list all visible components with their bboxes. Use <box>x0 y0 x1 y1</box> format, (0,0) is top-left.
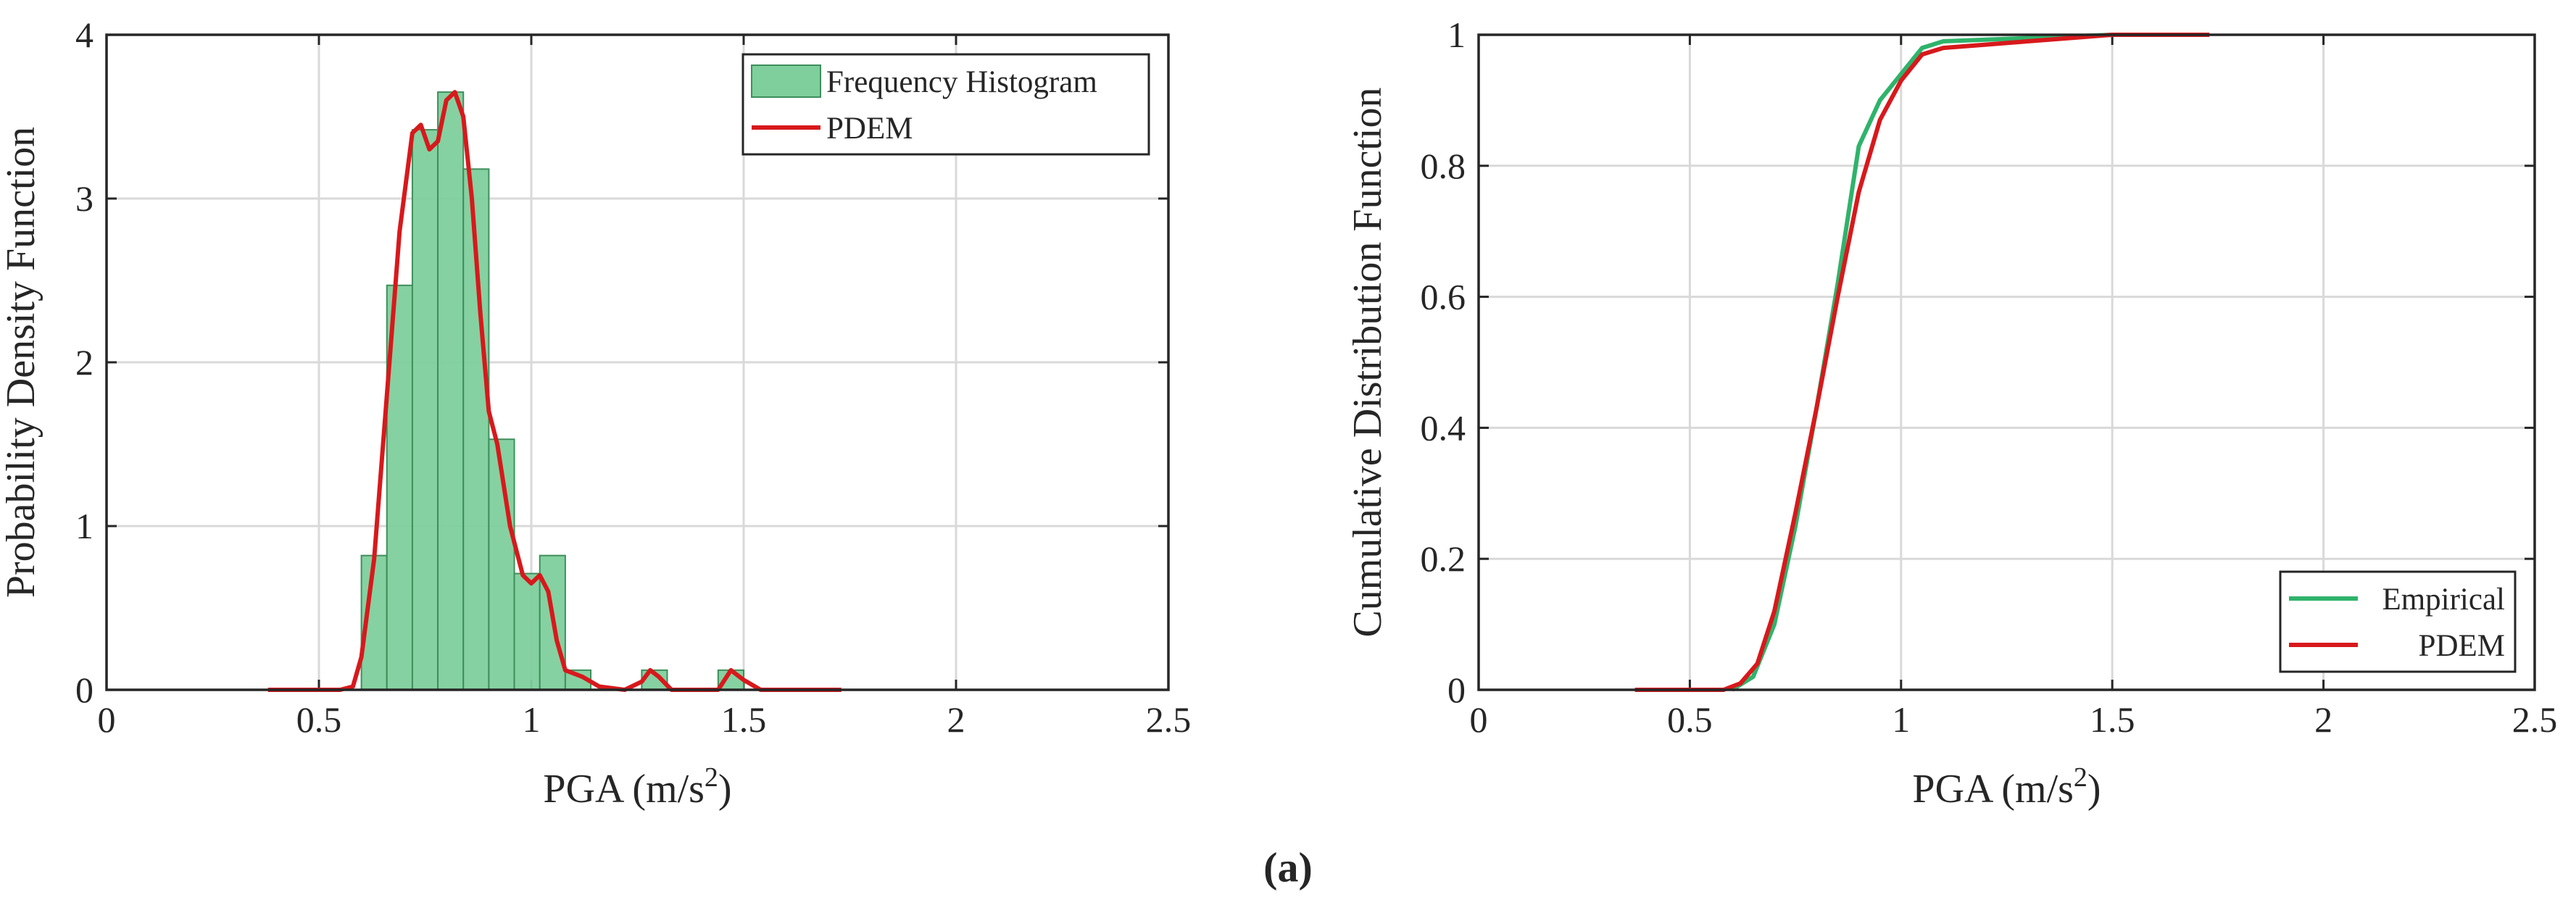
data-line <box>1731 33 2113 692</box>
y-tick-label: 3 <box>75 178 94 219</box>
x-axis-label-part: PGA (m/s <box>543 767 705 812</box>
x-tick-label: 2.5 <box>2512 699 2558 740</box>
caption: (a) <box>1263 843 1313 891</box>
y-axis-label: Probability Density Function <box>0 127 43 598</box>
y-tick-label: 0.4 <box>1421 407 1466 448</box>
y-tick-label: 4 <box>75 14 94 55</box>
y-tick-label: 1 <box>75 506 94 546</box>
legend-box <box>2279 570 2517 673</box>
x-axis-label-part: PGA (m/s <box>1912 767 2074 812</box>
y-tick-label: 0 <box>75 670 94 710</box>
x-tick-label: 1 <box>1892 699 1910 740</box>
x-axis-label-part: 2 <box>2074 762 2087 793</box>
x-tick-label: 0.5 <box>1667 699 1713 740</box>
legend-label: PDEM <box>2419 629 2505 663</box>
data-line <box>267 90 842 692</box>
x-tick-label: 0 <box>98 699 116 740</box>
histogram-bar <box>513 572 541 691</box>
axes-frame <box>1477 33 2536 691</box>
y-tick-label: 1 <box>1447 14 1466 55</box>
x-axis-label-part: ) <box>2087 767 2101 812</box>
legend-label: PDEM <box>826 112 913 146</box>
y-tick-label: 2 <box>75 342 94 383</box>
x-tick-label: 2.5 <box>1146 699 1192 740</box>
legend-label: Empirical <box>2382 583 2505 617</box>
data-line <box>1634 33 2210 692</box>
axes-frame <box>105 33 1170 691</box>
y-axis-label: Cumulative Distribution Function <box>1345 87 1390 637</box>
y-tick-label: 0.2 <box>1421 538 1466 579</box>
x-tick-label: 0.5 <box>296 699 342 740</box>
x-axis-label: PGA (m/s2) <box>1912 762 2101 812</box>
x-axis-label-part: 2 <box>705 762 718 793</box>
x-tick-label: 1.5 <box>2090 699 2135 740</box>
legend-swatch <box>751 64 821 98</box>
histogram-bar <box>437 91 465 691</box>
legend-label: Frequency Histogram <box>826 65 1097 99</box>
y-tick-label: 0.6 <box>1421 277 1466 317</box>
y-tick-label: 0 <box>1447 670 1466 710</box>
x-tick-label: 0 <box>1470 699 1488 740</box>
x-tick-label: 2 <box>947 699 965 740</box>
x-axis-label: PGA (m/s2) <box>543 762 731 812</box>
x-axis-label-part: ) <box>718 767 732 812</box>
y-tick-label: 0.8 <box>1421 146 1466 186</box>
x-tick-label: 1 <box>523 699 541 740</box>
x-tick-label: 1.5 <box>721 699 767 740</box>
histogram-bar <box>488 438 515 691</box>
x-tick-label: 2 <box>2314 699 2332 740</box>
histogram-bar <box>411 129 439 691</box>
